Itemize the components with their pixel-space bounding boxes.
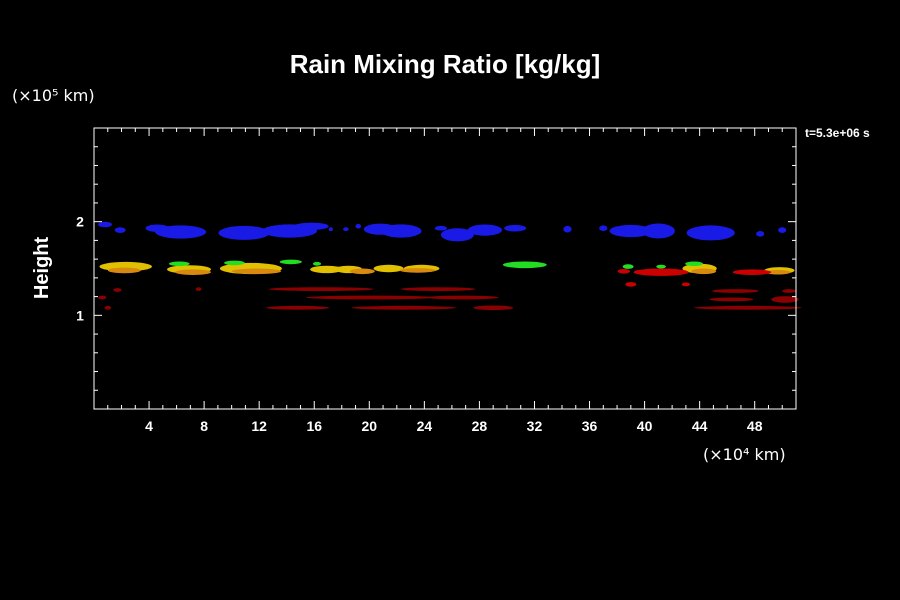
data-point-blue-12	[434, 225, 448, 231]
data-point-darkred-13	[771, 296, 799, 303]
data-point-green-4	[502, 261, 547, 269]
data-point-darkred-15	[694, 305, 802, 310]
data-point-orange-6	[765, 269, 791, 275]
x-tick-label: 36	[582, 418, 598, 434]
data-point-darkred-7	[427, 295, 499, 300]
data-point-darkred-6	[306, 295, 436, 300]
data-point-darkred-3	[195, 287, 202, 291]
data-point-red-0	[617, 269, 631, 274]
data-point-blue-21	[756, 231, 765, 237]
data-point-blue-17	[599, 225, 608, 231]
data-point-blue-8	[343, 227, 349, 232]
data-point-green-3	[312, 261, 322, 266]
data-point-blue-6	[294, 222, 329, 230]
plot-frame	[93, 127, 797, 410]
x-tick-label: 20	[362, 418, 378, 434]
data-point-red-4	[732, 269, 772, 276]
x-tick-label: 4	[145, 418, 153, 434]
data-point-blue-1	[114, 227, 126, 233]
data-point-orange-2	[231, 268, 282, 275]
x-tick-label: 16	[306, 418, 322, 434]
data-point-blue-0	[98, 221, 112, 228]
data-point-yellow-3	[310, 265, 344, 274]
data-point-darkred-11	[712, 289, 759, 293]
data-point-blue-3	[155, 225, 207, 239]
data-point-darkred-5	[400, 287, 476, 291]
data-point-blue-20	[686, 225, 735, 241]
data-point-orange-4	[399, 268, 436, 273]
data-point-darkred-4	[268, 287, 374, 291]
data-point-green-7	[685, 261, 703, 267]
data-point-darkred-8	[266, 305, 330, 310]
data-point-blue-14	[467, 224, 503, 236]
data-point-green-5	[622, 264, 634, 269]
x-tick-label: 44	[692, 418, 708, 434]
x-tick-label: 48	[747, 418, 763, 434]
data-point-blue-4	[218, 225, 270, 240]
data-point-darkred-0	[98, 295, 107, 300]
data-point-blue-15	[504, 224, 527, 232]
x-axis-unit: (×10⁴ km)	[703, 445, 786, 464]
data-point-red-1	[633, 268, 689, 276]
chart-title: Rain Mixing Ratio [kg/kg]	[290, 49, 601, 79]
data-point-green-6	[656, 264, 666, 269]
data-marks	[98, 221, 802, 311]
data-point-yellow-5	[373, 264, 404, 273]
data-point-orange-3	[350, 268, 375, 275]
data-point-red-2	[625, 282, 637, 287]
data-point-orange-1	[175, 269, 212, 276]
data-point-green-2	[279, 259, 302, 265]
data-point-darkred-9	[351, 305, 457, 310]
y-axis-label: Height	[31, 237, 53, 300]
y-tick-label: 2	[76, 214, 84, 230]
data-point-orange-0	[107, 267, 141, 274]
y-axis-unit: (×10⁵ km)	[12, 86, 95, 105]
data-point-blue-9	[355, 224, 362, 229]
data-point-darkred-14	[782, 289, 796, 293]
data-point-green-0	[169, 261, 190, 267]
data-point-blue-18	[609, 224, 653, 238]
y-tick-label: 1	[76, 307, 84, 323]
data-point-green-1	[224, 260, 245, 266]
data-point-blue-13	[440, 228, 474, 242]
x-tick-label: 28	[472, 418, 488, 434]
data-point-blue-22	[778, 227, 787, 233]
x-tick-label: 40	[637, 418, 653, 434]
x-tick-label: 8	[200, 418, 208, 434]
data-point-darkred-10	[473, 305, 514, 311]
x-tick-label: 32	[527, 418, 543, 434]
x-tick-label: 12	[251, 418, 267, 434]
data-point-red-3	[681, 282, 691, 287]
data-point-orange-5	[691, 268, 717, 275]
time-label: t=5.3e+06 s	[805, 126, 870, 140]
x-tick-label: 24	[417, 418, 433, 434]
data-point-darkred-12	[709, 297, 754, 302]
data-point-darkred-2	[113, 288, 122, 292]
data-point-blue-7	[328, 227, 333, 232]
data-point-blue-19	[641, 223, 675, 239]
data-point-blue-16	[563, 225, 572, 233]
data-point-blue-11	[380, 224, 422, 238]
data-point-darkred-1	[104, 305, 112, 310]
